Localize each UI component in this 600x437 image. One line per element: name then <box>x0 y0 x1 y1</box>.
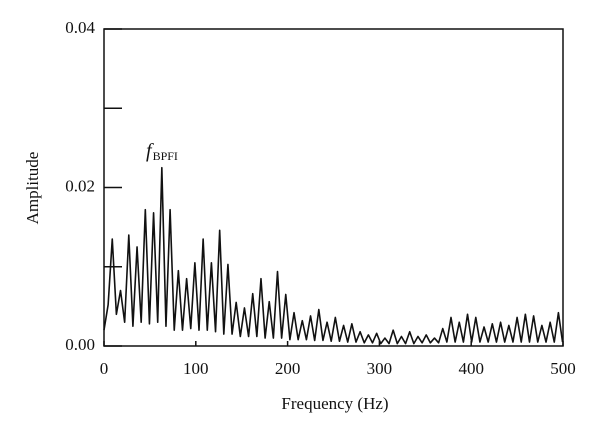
annotation-text: f <box>146 140 154 162</box>
x-tick-label: 300 <box>367 359 393 378</box>
x-tick-label: 0 <box>100 359 109 378</box>
y-axis-label: Amplitude <box>23 152 42 225</box>
x-axis-label: Frequency (Hz) <box>281 394 388 413</box>
y-tick-label: 0.02 <box>65 176 95 195</box>
y-tick-label: 0.04 <box>65 18 95 37</box>
x-tick-label: 200 <box>275 359 301 378</box>
y-tick-label: 0.00 <box>65 335 95 354</box>
annotation-subscript: BPFI <box>153 149 178 163</box>
spectrum-line <box>103 166 564 345</box>
x-tick-label: 500 <box>550 359 576 378</box>
plot-frame <box>103 28 564 347</box>
annotation: fBPFI <box>146 140 178 163</box>
x-tick-label: 400 <box>458 359 484 378</box>
x-tick-label: 100 <box>183 359 209 378</box>
